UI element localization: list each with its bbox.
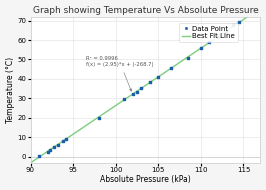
Point <box>37 155 41 158</box>
Point <box>52 145 56 148</box>
Text: R² = 0.9996
f(x) = (2.95)*x + (-268.7): R² = 0.9996 f(x) = (2.95)*x + (-268.7) <box>86 56 153 91</box>
Point <box>169 67 173 70</box>
Y-axis label: Temperature (°C): Temperature (°C) <box>6 57 15 123</box>
Point <box>131 92 135 95</box>
Point <box>56 143 60 146</box>
Point <box>156 75 160 78</box>
Point <box>48 148 52 151</box>
Point <box>64 137 68 140</box>
Point <box>199 46 203 49</box>
Point <box>237 21 241 24</box>
Point <box>61 140 65 143</box>
Point <box>45 150 50 153</box>
Point <box>231 24 235 27</box>
Point <box>97 116 101 120</box>
Point <box>207 41 211 44</box>
X-axis label: Absolute Pressure (kPa): Absolute Pressure (kPa) <box>100 175 191 184</box>
Title: Graph showing Temperature Vs Absolute Pressure: Graph showing Temperature Vs Absolute Pr… <box>33 6 258 15</box>
Point <box>122 98 126 101</box>
Point <box>139 87 143 90</box>
Point <box>135 90 139 93</box>
Point <box>224 30 228 33</box>
Legend: Data Point, Best Fit Line: Data Point, Best Fit Line <box>179 23 238 42</box>
Point <box>148 81 152 84</box>
Point <box>186 56 190 59</box>
Point <box>216 35 220 38</box>
